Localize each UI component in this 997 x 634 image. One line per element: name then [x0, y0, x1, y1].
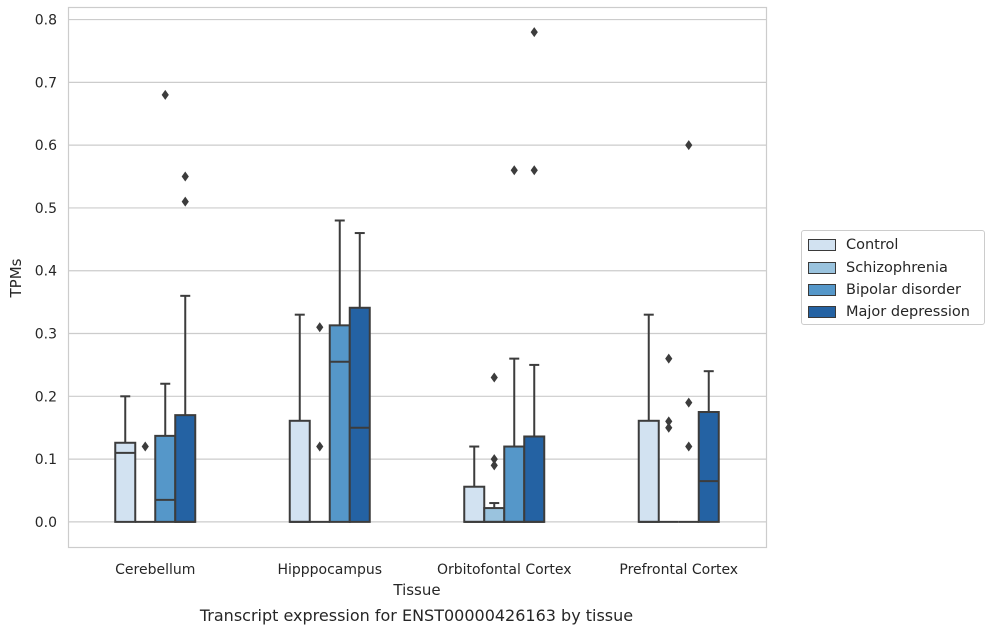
box-body: [637, 419, 660, 523]
box-hipppocampus-schizophrenia: [309, 322, 330, 523]
box-body: [154, 434, 177, 523]
outlier-point: [141, 441, 149, 452]
box-prefrontal-cortex-major-depression: [697, 370, 720, 523]
y-tick-label: 0.1: [35, 452, 57, 468]
legend-item-schizophrenia: Schizophrenia: [808, 258, 948, 278]
box-cerebellum-major-depression: [174, 171, 197, 523]
y-tick-label: 0.0: [35, 515, 57, 531]
box-hipppocampus-major-depression: [348, 232, 371, 523]
x-tick-label-prefrontal-cortex: Prefrontal Cortex: [619, 562, 738, 578]
legend-item-control: Control: [808, 235, 898, 255]
legend-swatch-schizophrenia: [808, 262, 836, 274]
outlier-point: [181, 171, 189, 182]
outlier-point: [181, 196, 189, 207]
outlier-point: [530, 27, 538, 38]
y-axis-title: TPMs: [7, 258, 25, 298]
x-tick-labels: Cerebellum Hipppocampus Orbitofontal Corte…: [115, 562, 738, 578]
y-tick-labels: 0.0 0.1 0.2 0.3 0.4 0.5 0.6 0.7 0.8: [35, 13, 57, 531]
box-body: [288, 419, 311, 523]
outlier-point: [490, 460, 498, 471]
box-orbitofontal-cortex-major-depression: [523, 27, 546, 523]
outlier-point: [490, 454, 498, 465]
box-orbitofontal-cortex-schizophrenia: [483, 372, 506, 523]
plot-frame: [67, 6, 768, 549]
y-tick-label: 0.8: [35, 13, 57, 29]
box-body: [463, 485, 486, 523]
outlier-point: [685, 140, 693, 151]
y-tick-label: 0.2: [35, 389, 57, 405]
outlier-point: [665, 353, 673, 364]
box-plot-area: [114, 27, 720, 523]
legend-swatch-bipolar-disorder: [808, 284, 836, 296]
outlier-point: [490, 372, 498, 383]
box-body: [523, 435, 546, 523]
box-prefrontal-cortex-schizophrenia: [658, 353, 679, 523]
outlier-point: [665, 416, 673, 427]
legend-swatch-control: [808, 239, 836, 251]
box-orbitofontal-cortex-control: [463, 445, 486, 523]
legend-label-bipolar-disorder: Bipolar disorder: [846, 282, 961, 298]
legend-label-schizophrenia: Schizophrenia: [846, 260, 948, 276]
box-hipppocampus-control: [288, 313, 311, 523]
outlier-point: [530, 165, 538, 176]
legend-item-major-depression: Major depression: [808, 302, 970, 322]
y-tick-label: 0.5: [35, 201, 57, 217]
box-orbitofontal-cortex-bipolar-disorder: [503, 165, 526, 523]
box-body: [348, 306, 371, 523]
box-cerebellum-schizophrenia: [135, 441, 156, 523]
legend-swatch-major-depression: [808, 306, 836, 318]
box-body: [697, 411, 720, 523]
outlier-point: [316, 441, 324, 452]
box-prefrontal-cortex-bipolar-disorder: [678, 140, 699, 523]
outlier-point: [510, 165, 518, 176]
outlier-point: [685, 441, 693, 452]
outlier-point: [665, 422, 673, 433]
outlier-point: [316, 322, 324, 333]
legend: Control Schizophrenia Bipolar disorder M…: [801, 230, 985, 325]
x-axis-title: Tissue: [392, 581, 440, 599]
outlier-point: [685, 397, 693, 408]
box-cerebellum-bipolar-disorder: [154, 89, 177, 523]
x-tick-label-hipppocampus: Hipppocampus: [277, 562, 382, 578]
y-tick-label: 0.6: [35, 138, 57, 154]
y-tick-label: 0.4: [35, 264, 57, 280]
box-body: [503, 445, 526, 523]
x-tick-label-orbitofontal-cortex: Orbitofontal Cortex: [437, 562, 572, 578]
legend-label-control: Control: [846, 237, 899, 253]
box-prefrontal-cortex-control: [637, 313, 660, 523]
legend-item-bipolar-disorder: Bipolar disorder: [808, 280, 961, 300]
legend-label-major-depression: Major depression: [846, 304, 970, 320]
box-body: [174, 414, 197, 523]
box-body: [114, 441, 137, 523]
outlier-point: [161, 89, 169, 100]
y-tick-label: 0.7: [35, 75, 57, 91]
box-cerebellum-control: [114, 395, 137, 523]
figure-caption: Transcript expression for ENST0000042616…: [199, 606, 634, 625]
box-body: [328, 324, 351, 523]
box-body: [483, 507, 506, 523]
y-tick-label: 0.3: [35, 327, 57, 343]
x-tick-label-cerebellum: Cerebellum: [115, 562, 195, 578]
box-hipppocampus-bipolar-disorder: [328, 219, 351, 523]
